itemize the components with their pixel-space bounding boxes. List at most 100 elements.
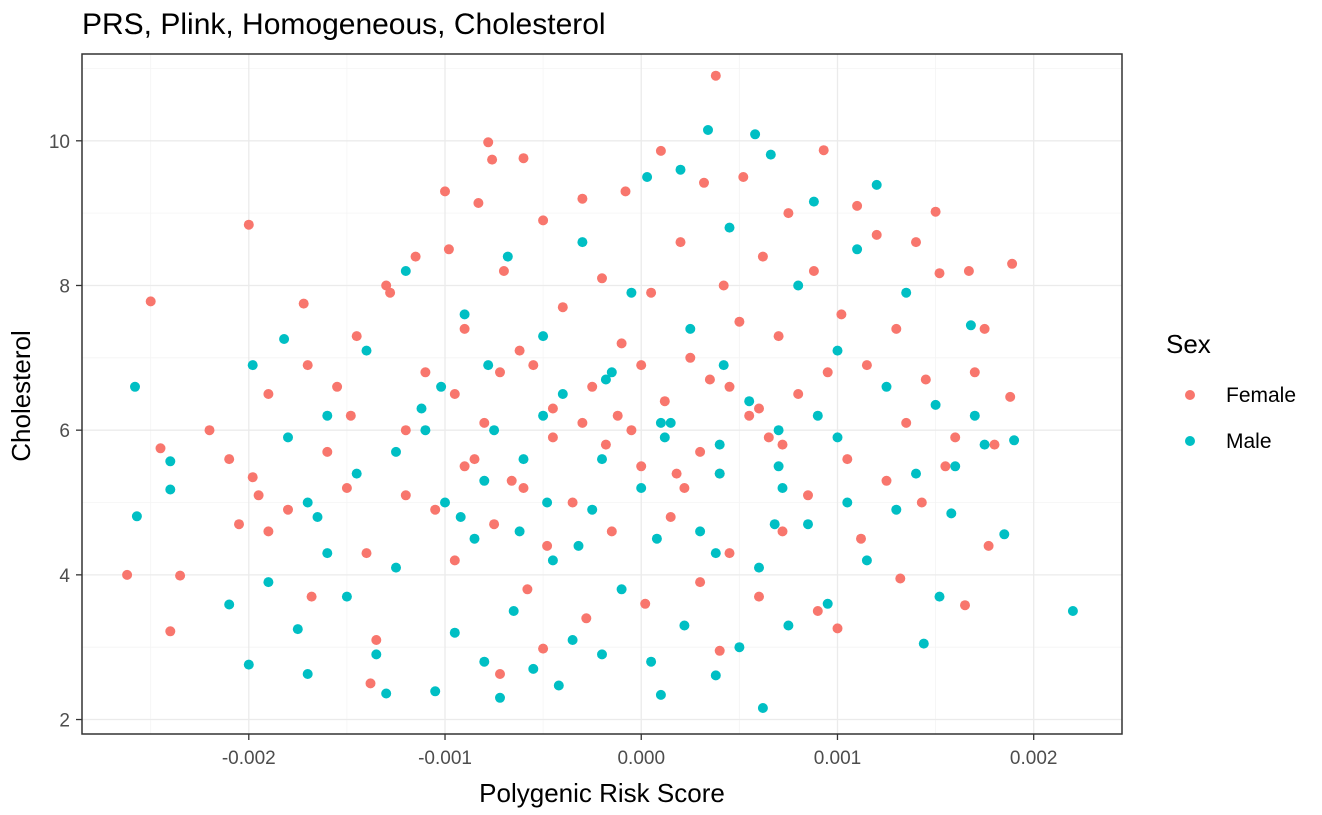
legend-key-female <box>1185 390 1195 400</box>
data-point-female <box>1005 391 1016 402</box>
legend: Sex Female Male <box>1166 329 1296 453</box>
data-point-female <box>620 186 631 197</box>
data-point-female <box>175 570 186 581</box>
data-point-female <box>777 439 788 450</box>
data-point-male <box>822 598 833 609</box>
data-point-male <box>646 656 657 667</box>
x-tick-label: -0.001 <box>418 748 472 769</box>
data-point-male <box>567 635 578 645</box>
data-point-male <box>710 670 721 681</box>
data-point-male <box>263 577 274 588</box>
data-point-female <box>671 468 682 479</box>
data-point-female <box>704 374 715 385</box>
data-point-male <box>842 497 853 508</box>
data-point-male <box>600 374 611 385</box>
data-point-male <box>479 656 490 667</box>
data-point-male <box>165 484 176 495</box>
data-point-female <box>881 475 892 486</box>
data-point-female <box>224 454 235 465</box>
data-point-female <box>989 439 1000 450</box>
x-tick-label: 0.002 <box>1010 748 1058 769</box>
data-point-male <box>351 468 362 479</box>
data-point-male <box>483 360 494 371</box>
data-point-female <box>547 403 558 414</box>
series-female <box>122 70 1018 689</box>
data-point-female <box>365 678 376 689</box>
data-point-male <box>547 555 558 566</box>
data-point-female <box>253 490 264 501</box>
data-point-male <box>665 417 676 428</box>
data-point-male <box>130 381 140 392</box>
data-point-male <box>508 606 519 616</box>
data-point-male <box>597 454 607 465</box>
data-point-male <box>489 425 500 436</box>
data-point-female <box>754 403 764 414</box>
data-point-female <box>636 461 647 472</box>
data-point-female <box>542 540 553 551</box>
data-point-female <box>567 497 578 508</box>
data-point-female <box>699 177 709 188</box>
data-point-female <box>495 669 505 679</box>
data-point-male <box>302 497 313 508</box>
data-point-female <box>518 483 529 493</box>
data-point-female <box>612 410 623 421</box>
data-point-male <box>773 425 784 436</box>
data-point-female <box>306 591 317 602</box>
data-point-male <box>901 287 912 298</box>
legend-key-male <box>1185 436 1195 446</box>
legend-item-female: Female <box>1185 384 1296 407</box>
data-point-male <box>636 483 647 493</box>
data-point-female <box>581 613 592 624</box>
data-point-female <box>487 154 498 165</box>
data-point-male <box>808 196 819 207</box>
data-point-male <box>247 360 258 371</box>
data-point-female <box>856 533 866 544</box>
data-point-male <box>495 692 505 703</box>
data-point-female <box>449 389 460 399</box>
data-point-male <box>950 461 961 472</box>
data-point-male <box>881 381 892 392</box>
data-point-female <box>803 490 813 501</box>
data-point-female <box>459 323 470 334</box>
data-point-male <box>655 689 666 700</box>
data-point-male <box>773 461 784 472</box>
data-point-female <box>793 389 804 399</box>
data-point-female <box>371 635 382 645</box>
data-point-female <box>895 573 906 584</box>
data-point-male <box>965 320 976 331</box>
data-point-male <box>969 410 980 421</box>
data-point-male <box>793 280 804 291</box>
x-tick-label: 0.001 <box>814 748 862 769</box>
data-point-female <box>498 266 509 276</box>
data-point-male <box>469 533 480 544</box>
data-point-male <box>803 519 813 530</box>
panel-background <box>82 54 1122 734</box>
data-point-female <box>960 600 970 611</box>
data-point-male <box>642 172 653 182</box>
data-point-male <box>918 638 929 649</box>
data-point-male <box>479 475 490 486</box>
data-point-female <box>763 432 774 443</box>
data-point-female <box>385 287 396 298</box>
data-point-male <box>440 497 450 508</box>
data-point-female <box>351 331 362 342</box>
data-point-female <box>298 298 309 309</box>
data-point-male <box>832 432 843 443</box>
data-point-female <box>469 454 480 465</box>
data-point-female <box>449 555 460 566</box>
data-point-female <box>963 266 974 276</box>
data-point-female <box>204 425 215 436</box>
data-point-male <box>416 403 427 414</box>
data-point-female <box>950 432 961 443</box>
data-point-male <box>400 266 411 276</box>
data-point-female <box>679 483 690 493</box>
data-point-male <box>430 686 441 697</box>
data-point-female <box>911 237 921 248</box>
data-point-male <box>832 345 843 356</box>
data-point-male <box>381 688 392 699</box>
data-point-male <box>436 381 447 392</box>
y-tick-label: 4 <box>59 566 70 587</box>
data-points <box>122 70 1078 713</box>
data-point-female <box>710 70 721 81</box>
data-point-female <box>665 512 676 522</box>
